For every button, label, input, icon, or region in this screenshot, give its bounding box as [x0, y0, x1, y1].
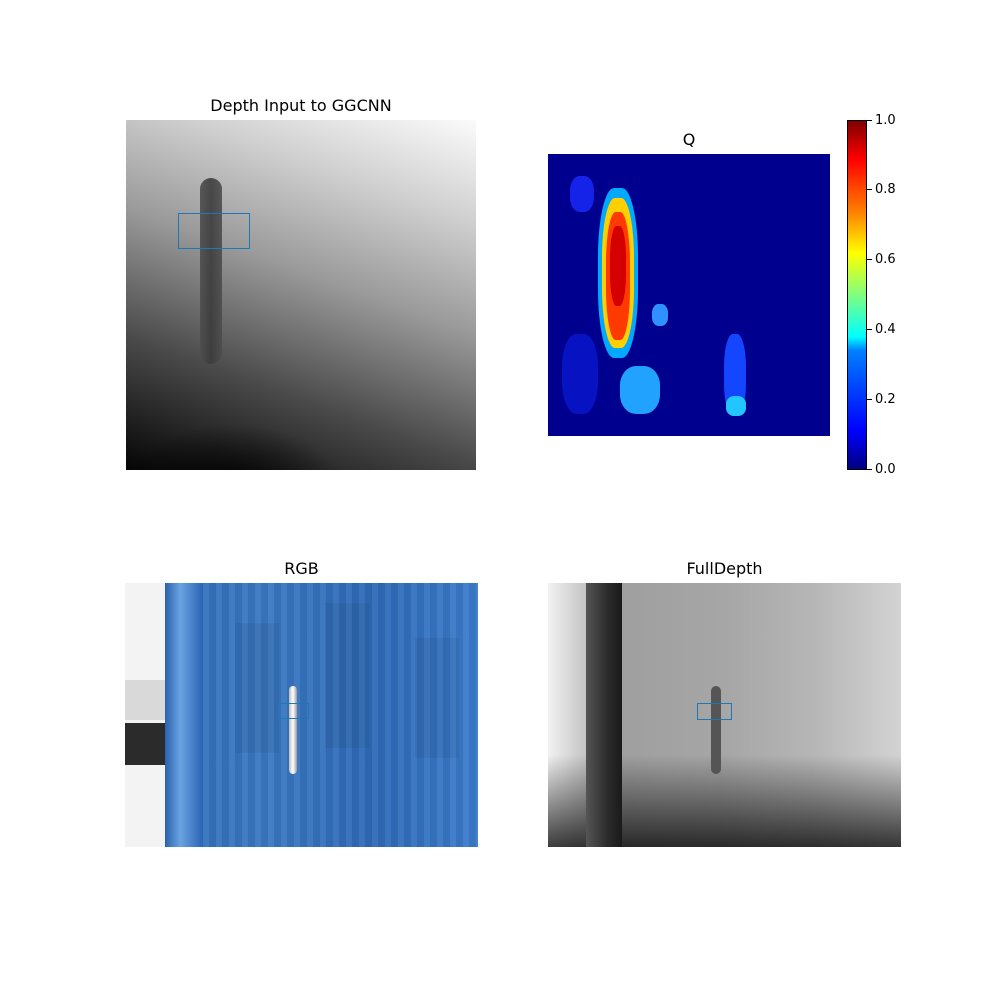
rgb-title: RGB — [284, 559, 319, 578]
q-blob-low — [724, 334, 746, 416]
table-edge — [165, 583, 203, 847]
wall — [586, 583, 622, 847]
colorbar-label: 0.6 — [875, 252, 896, 267]
gripper-finger — [125, 723, 167, 765]
full-depth-title: FullDepth — [686, 559, 763, 578]
colorbar-tick — [867, 329, 872, 330]
grasp-rectangle — [178, 213, 250, 249]
floor-plank — [235, 623, 279, 753]
floor-plank — [325, 603, 369, 748]
object-rod — [289, 686, 297, 774]
q-title: Q — [682, 130, 696, 149]
q-heatmap — [548, 154, 830, 436]
object-rod — [200, 178, 222, 364]
full-depth-image — [548, 583, 901, 847]
colorbar-tick — [867, 259, 872, 260]
q-blob-low — [570, 176, 594, 212]
colorbar-tick — [867, 399, 872, 400]
colorbar-label: 0.0 — [875, 462, 896, 477]
grasp-rectangle — [278, 703, 309, 719]
colorbar-tick — [867, 189, 872, 190]
q-blob-low — [652, 304, 668, 326]
gripper — [125, 680, 165, 720]
q-blob-low — [562, 334, 598, 414]
colorbar-tick — [867, 120, 872, 121]
colorbar-label: 0.8 — [875, 182, 896, 197]
colorbar-label: 1.0 — [875, 113, 896, 128]
depth-input-image — [126, 120, 476, 470]
q-blob-low — [620, 366, 660, 414]
object-rod — [711, 686, 721, 774]
grasp-rectangle — [697, 703, 732, 720]
colorbar-tick — [867, 469, 872, 470]
depth-input-title: Depth Input to GGCNN — [210, 96, 392, 115]
q-blob-low — [726, 396, 746, 416]
colorbar-label: 0.2 — [875, 392, 896, 407]
q-blob-peak — [610, 226, 626, 306]
colorbar — [847, 120, 867, 470]
colorbar-label: 0.4 — [875, 322, 896, 337]
floor-plank — [415, 638, 459, 758]
rgb-image — [125, 583, 478, 847]
